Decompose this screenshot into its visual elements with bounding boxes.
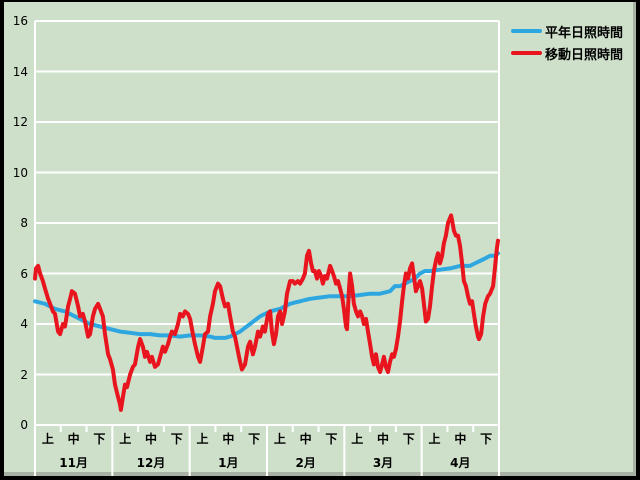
legend-item-normal: 平年日照時間: [511, 20, 623, 42]
x-third-label: 下: [480, 432, 493, 446]
x-third-label: 中: [67, 432, 80, 446]
x-month-label: 11月: [59, 456, 88, 470]
x-third-label: 中: [376, 432, 389, 446]
moving-series-line-icon: [511, 51, 542, 55]
x-third-label: 上: [41, 432, 54, 446]
x-third-label: 下: [248, 432, 261, 446]
x-month-label: 2月: [295, 456, 316, 470]
y-tick-label: 16: [12, 14, 28, 28]
x-third-label: 下: [325, 432, 338, 446]
y-tick-label: 14: [12, 64, 28, 79]
x-month-label: 3月: [372, 456, 394, 470]
chart-legend: 平年日照時間 移動日照時間: [511, 20, 623, 64]
x-third-label: 上: [196, 432, 209, 446]
window-bevel: [4, 2, 636, 476]
legend-item-moving: 移動日照時間: [511, 42, 623, 64]
x-month-label: 4月: [450, 456, 471, 470]
x-third-label: 上: [428, 432, 441, 446]
y-tick-label: 2: [20, 367, 28, 382]
y-tick-label: 12: [12, 115, 28, 129]
legend-label-moving: 移動日照時間: [545, 47, 624, 63]
legend-label-normal: 平年日照時間: [545, 25, 624, 41]
x-third-label: 下: [170, 432, 183, 446]
x-third-label: 中: [454, 432, 467, 446]
x-month-label: 12月: [136, 456, 166, 470]
x-third-label: 下: [93, 432, 106, 446]
x-third-label: 上: [273, 432, 286, 446]
y-tick-label: 6: [20, 266, 28, 281]
x-third-label: 上: [351, 432, 364, 446]
y-tick-label: 4: [20, 317, 28, 331]
chart-background: [4, 2, 633, 472]
x-third-label: 上: [119, 432, 132, 446]
x-third-label: 中: [222, 432, 235, 446]
x-third-label: 中: [299, 432, 312, 446]
x-third-label: 下: [402, 432, 415, 446]
y-tick-label: 0: [20, 418, 28, 432]
y-tick-label: 8: [20, 216, 28, 230]
x-third-label: 中: [144, 432, 157, 446]
normal-series-line-icon: [511, 29, 542, 33]
y-tick-label: 10: [12, 165, 28, 180]
x-month-label: 1月: [218, 456, 239, 470]
